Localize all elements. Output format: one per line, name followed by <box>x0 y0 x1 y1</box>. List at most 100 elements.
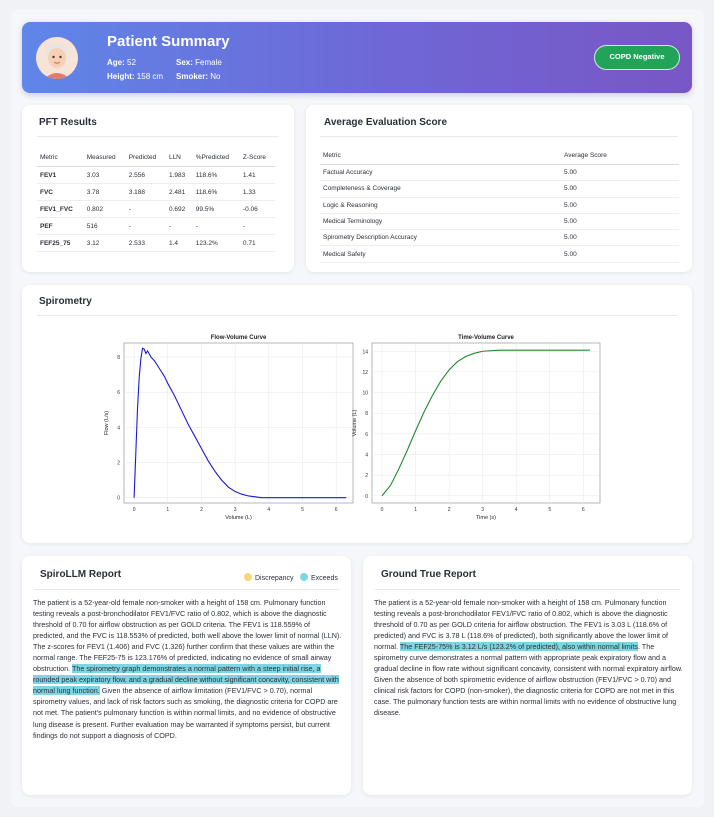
evaluation-title: Average Evaluation Score <box>324 117 448 128</box>
patient-header: Patient Summary Age: 52 Sex: Female Heig… <box>22 22 692 93</box>
table-cell: Logic & Reasoning <box>320 197 562 214</box>
avatar <box>36 37 78 79</box>
table-cell: 2.481 <box>165 183 193 201</box>
chart-title: Flow-Volume Curve <box>211 335 267 341</box>
copd-status-badge: COPD Negative <box>594 45 680 70</box>
pft-column-header: Predicted <box>125 149 166 167</box>
table-cell: 123.2% <box>192 234 240 252</box>
spirometry-title: Spirometry <box>39 296 92 307</box>
divider <box>37 315 677 316</box>
evaluation-table: Metric Average Score Factual Accuracy 5.00… <box>320 147 679 263</box>
pft-column-header: %Predicted <box>192 149 240 167</box>
table-cell: 5.00 <box>561 164 679 182</box>
age-field: Age: 52 <box>107 58 136 67</box>
table-cell: 1.41 <box>239 166 275 184</box>
table-row: Factual Accuracy 5.00 <box>320 164 679 182</box>
ground-truth-report-card: Ground True Report The patient is a 52-y… <box>363 556 692 795</box>
spirollm-report-title: SpiroLLM Report <box>40 569 122 580</box>
ground-truth-report-text: The patient is a 52-year-old female non-… <box>374 598 683 718</box>
table-row: PEF 516- - - - <box>37 217 275 235</box>
x-tick-label: 4 <box>515 507 518 513</box>
y-tick-label: 14 <box>362 349 368 355</box>
legend-exceeds: Exceeds <box>300 573 338 582</box>
y-tick-label: 2 <box>117 461 120 467</box>
table-cell: Medical Terminology <box>320 213 562 231</box>
table-cell: 1.33 <box>239 183 275 201</box>
table-cell: 5.00 <box>561 180 679 198</box>
table-cell: - <box>125 200 166 218</box>
pft-column-header: LLN <box>165 149 193 167</box>
table-row: FEF25_75 3.12 2.533 1.4 123.2% 0.71 <box>37 234 275 252</box>
table-cell: 1.983 <box>165 166 193 184</box>
y-tick-label: 2 <box>365 473 368 479</box>
table-cell: FEV1_FVC <box>37 200 84 218</box>
table-cell: Completeness & Coverage <box>320 180 562 198</box>
table-row: FEV1_FVC 0.802-0.692 99.5% -0.06 <box>37 200 275 218</box>
x-tick-label: 3 <box>481 507 484 513</box>
y-tick-label: 6 <box>117 390 120 396</box>
table-cell: FEF25_75 <box>37 234 84 252</box>
sex-field: Sex: Female <box>176 58 222 67</box>
table-row: Completeness & Coverage 5.00 <box>320 180 679 198</box>
table-cell: PEF <box>37 217 84 235</box>
table-cell: - <box>165 217 193 235</box>
evaluation-column-header: Average Score <box>561 147 679 165</box>
plot-area <box>371 342 601 504</box>
spirollm-report-card: SpiroLLM Report Discrepancy Exceeds The … <box>22 556 351 795</box>
table-cell: - <box>125 217 166 235</box>
table-cell: 0.692 <box>165 200 193 218</box>
table-cell: 5.00 <box>561 213 679 231</box>
plot-area <box>123 342 354 504</box>
table-row: Medical Terminology 5.00 <box>320 213 679 231</box>
divider <box>320 136 678 137</box>
table-cell: 3.03 <box>83 166 126 184</box>
table-cell: - <box>192 217 240 235</box>
spirometry-card: Spirometry 0 1 2 3 4 5 6 0 2 4 6 8 Flow-Volume Curve… <box>22 285 692 543</box>
table-cell: 5.00 <box>561 229 679 247</box>
table-cell: 3.12 <box>83 234 126 252</box>
x-tick-label: 2 <box>200 507 203 513</box>
table-cell: 1.4 <box>165 234 193 252</box>
chart-title: Time-Volume Curve <box>458 335 514 341</box>
divider <box>34 589 339 590</box>
table-cell: 3.78 <box>83 183 126 201</box>
table-cell: - <box>239 217 275 235</box>
y-tick-label: 8 <box>365 411 368 417</box>
spirollm-report-text: The patient is a 52-year-old female non-… <box>33 598 342 740</box>
series-line <box>381 349 590 497</box>
table-row: FVC 3.78 3.188 2.481 118.6% 1.33 <box>37 183 275 201</box>
x-tick-label: 1 <box>414 507 417 513</box>
x-tick-label: 5 <box>301 507 304 513</box>
patient-avatar-icon <box>36 37 78 79</box>
table-cell: 0.71 <box>239 234 275 252</box>
table-cell: 2.556 <box>125 166 166 184</box>
table-cell: Factual Accuracy <box>320 164 562 182</box>
table-cell: 2.533 <box>125 234 166 252</box>
table-row: Logic & Reasoning 5.00 <box>320 197 679 214</box>
x-tick-label: 4 <box>267 507 270 513</box>
ground-truth-report-title: Ground True Report <box>381 569 476 580</box>
table-cell: 3.188 <box>125 183 166 201</box>
pft-results-title: PFT Results <box>39 117 97 128</box>
pft-column-header: Measured <box>83 149 126 167</box>
y-tick-label: 12 <box>362 370 368 376</box>
pft-results-card: PFT Results Metric Measured Predicted LLN %P… <box>22 105 294 272</box>
x-axis-label: Volume (L) <box>225 515 252 521</box>
divider <box>37 136 279 137</box>
y-tick-label: 4 <box>365 452 368 458</box>
table-cell: 118.6% <box>192 166 240 184</box>
x-tick-label: 6 <box>582 507 585 513</box>
x-tick-label: 2 <box>448 507 451 513</box>
table-cell: 516 <box>83 217 126 235</box>
table-cell: 5.00 <box>561 245 679 263</box>
exceeds-dot-icon <box>300 573 308 581</box>
table-cell: Medical Safety <box>320 245 562 263</box>
pft-column-header: Metric <box>37 149 84 167</box>
legend-discrepancy: Discrepancy <box>244 573 294 582</box>
pft-column-header: Z-Score <box>239 149 275 167</box>
exceeds-highlight: The FEF25-75% is 3.12 L/s (123.2% of pre… <box>399 642 638 652</box>
y-axis-label: Flow (L/s) <box>104 411 110 435</box>
table-row: Medical Safety 5.00 <box>320 245 679 263</box>
